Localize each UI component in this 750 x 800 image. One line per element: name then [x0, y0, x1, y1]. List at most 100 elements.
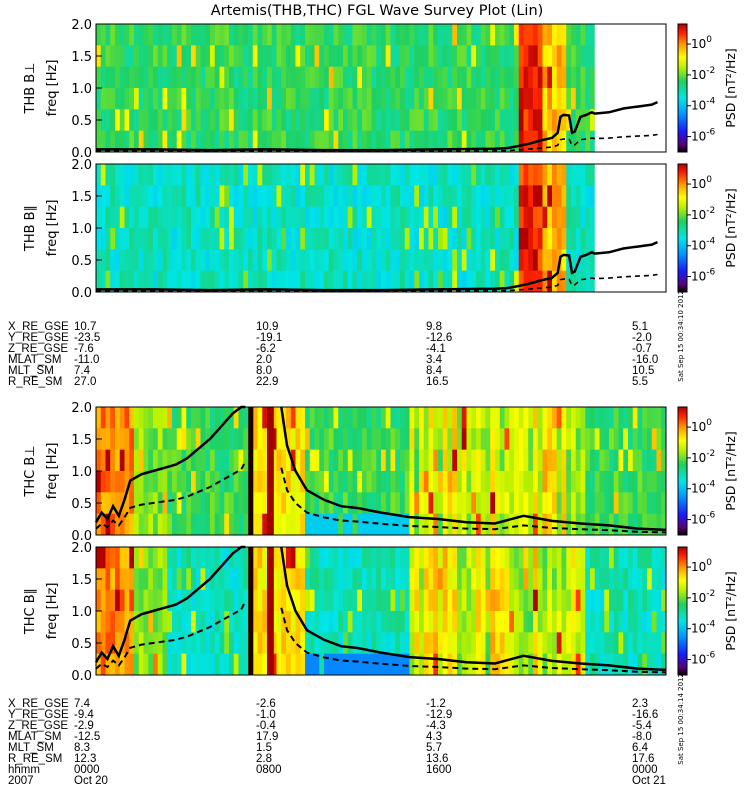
half-cyclotron-line	[95, 460, 247, 530]
colorbar-tick-label: 10-6	[691, 128, 716, 144]
figure-title: Artemis(THB,THC) FGL Wave Survey Plot (L…	[211, 3, 544, 19]
ephemeris-value: -19.1	[256, 332, 283, 344]
ephemeris-value: 10.9	[256, 321, 279, 333]
ephemeris-value: -5.4	[632, 720, 652, 732]
ephemeris-value: 0800	[256, 764, 282, 776]
y-tick-label: 1.5	[71, 573, 92, 588]
colorbar-tick-label: 10-4	[691, 620, 716, 636]
ephemeris-value: 0000	[632, 764, 658, 776]
ephemeris-value: 9.8	[426, 321, 442, 333]
y-tick-label: 2.0	[71, 158, 92, 173]
spectrogram-panel-thb-par: 0.0 0.5 1.0 1.5 2.0 THB B∥ freq [Hz]	[23, 158, 667, 301]
y-tick-label: 1.0	[71, 82, 92, 97]
half-cyclotron-line	[96, 273, 658, 293]
y-tick-label: 1.0	[71, 222, 92, 237]
ephemeris-value: 27.0	[74, 376, 97, 388]
timestamp-side-label: Sat Sep 15 00:34:14 2012	[677, 673, 685, 765]
ephemeris-value: 16.5	[426, 376, 449, 388]
colorbar-tick-label: 10-4	[691, 480, 716, 496]
ephemeris-value: Oct 21	[632, 775, 666, 787]
ephemeris-value: -1.2	[426, 698, 446, 710]
colorbar-label: PSD [nT²/Hz]	[723, 188, 738, 268]
y-tick-label: 0.5	[71, 114, 92, 129]
ephemeris-value: 2.8	[256, 753, 272, 765]
colorbar: 10-6 10-4 10-2 100 PSD [nT²/Hz]	[677, 406, 738, 536]
colorbar-tick-label: 10-2	[691, 589, 715, 605]
half-cyclotron-line-after	[280, 467, 667, 534]
colorbar-label: PSD [nT²/Hz]	[723, 571, 738, 651]
ephemeris-value: 5.5	[632, 376, 648, 388]
ephemeris-value: 5.1	[632, 321, 648, 333]
y-tick-label: 1.0	[71, 605, 92, 620]
ephemeris-value: -12.5	[74, 731, 101, 743]
ephemeris-value: -0.7	[632, 343, 652, 355]
spectrogram-panel-thc-perp: 0.0 0.5 1.0 1.5 2.0 THC B⊥ freq [Hz]	[23, 401, 667, 544]
ephemeris-value: 12.3	[74, 753, 97, 765]
colorbar-tick-label: 10-6	[691, 651, 716, 667]
colorbar-tick-label: 10-2	[691, 206, 715, 222]
ephemeris-value: -2.9	[74, 720, 94, 732]
ephemeris-value: 8.4	[426, 365, 442, 377]
ephemeris-value: -12.6	[426, 332, 453, 344]
ephemeris-value: 0000	[74, 764, 100, 776]
cyclotron-frequency-line-after	[280, 546, 667, 672]
timestamp-side-label: Sat Sep 15 00:34:10 2012	[677, 290, 685, 382]
panel-ylabel-units: freq [Hz]	[45, 443, 60, 500]
ephemeris-row-label: MLT_SM	[8, 742, 54, 754]
y-tick-label: 2.0	[71, 541, 92, 556]
ephemeris-value: 10.5	[632, 365, 655, 377]
ephemeris-value: 1.5	[256, 742, 272, 754]
ephemeris-row-label: X_RE_GSE	[8, 321, 69, 333]
ephemeris-value: -0.4	[256, 720, 276, 732]
ephemeris-value: 1600	[426, 764, 452, 776]
colorbar: 10-6 10-4 10-2 100 PSD [nT²/Hz]	[677, 23, 738, 153]
panel-ylabel-units: freq [Hz]	[45, 583, 60, 640]
y-tick-label: 0.5	[71, 637, 92, 652]
ephemeris-value: -23.5	[74, 332, 101, 344]
ephemeris-value: -11.0	[74, 354, 100, 366]
ephemeris-value: 2.0	[256, 354, 272, 366]
panel-ylabel: THB B⊥	[23, 62, 38, 114]
y-tick-label: 0.0	[71, 146, 92, 161]
colorbar-tick-label: 100	[691, 558, 712, 574]
ephemeris-value: 22.9	[256, 376, 279, 388]
colorbar-tick-label: 10-4	[691, 97, 716, 113]
ephemeris-value: -4.3	[426, 720, 446, 732]
ephemeris-row-label: Y_RE_GSE	[8, 332, 69, 344]
ephemeris-value: -16.0	[632, 354, 659, 366]
y-tick-label: 0.0	[71, 286, 92, 301]
colorbar-label: PSD [nT²/Hz]	[723, 431, 738, 511]
colorbar-tick-label: 10-2	[691, 449, 715, 465]
ephemeris-row-label: R_RE_SM	[8, 376, 63, 388]
ephemeris-value: 7.4	[74, 365, 90, 377]
ephemeris-value: 5.7	[426, 742, 442, 754]
cyclotron-frequency-line	[94, 405, 246, 523]
y-tick-label: 1.5	[71, 50, 92, 65]
ephemeris-value: -1.0	[256, 709, 276, 721]
ephemeris-value: 7.4	[74, 698, 90, 710]
panel-ylabel: THC B⊥	[23, 445, 38, 497]
ephemeris-row-label: MLT_SM	[8, 365, 54, 377]
colorbar-tick-label: 100	[691, 418, 712, 434]
y-tick-label: 0.0	[71, 529, 92, 544]
ephemeris-row-label: Z_RE_GSE	[8, 343, 69, 355]
ephemeris-value: 8.3	[74, 742, 90, 754]
y-tick-label: 0.5	[71, 254, 92, 269]
cyclotron-frequency-line	[94, 545, 246, 663]
ephemeris-value: 8.0	[256, 365, 272, 377]
colorbar-tick-label: 10-2	[691, 66, 715, 82]
ephemeris-value: 17.6	[632, 753, 655, 765]
ephemeris-row-label: hhmm	[8, 764, 40, 776]
colorbar-tick-label: 10-6	[691, 511, 716, 527]
ephemeris-row-label: MLAT_SM	[8, 354, 62, 366]
half-cyclotron-line-after	[280, 607, 667, 674]
y-tick-label: 2.0	[71, 18, 92, 33]
y-tick-label: 1.0	[71, 465, 92, 480]
ephemeris-value: 2.3	[632, 698, 648, 710]
colorbar-tick-label: 100	[691, 175, 712, 191]
colorbar-label: PSD [nT²/Hz]	[723, 48, 738, 128]
ephemeris-row-label: Z_RE_GSE	[8, 720, 69, 732]
ephemeris-value: 3.4	[426, 354, 442, 366]
cyclotron-frequency-line	[96, 100, 659, 152]
